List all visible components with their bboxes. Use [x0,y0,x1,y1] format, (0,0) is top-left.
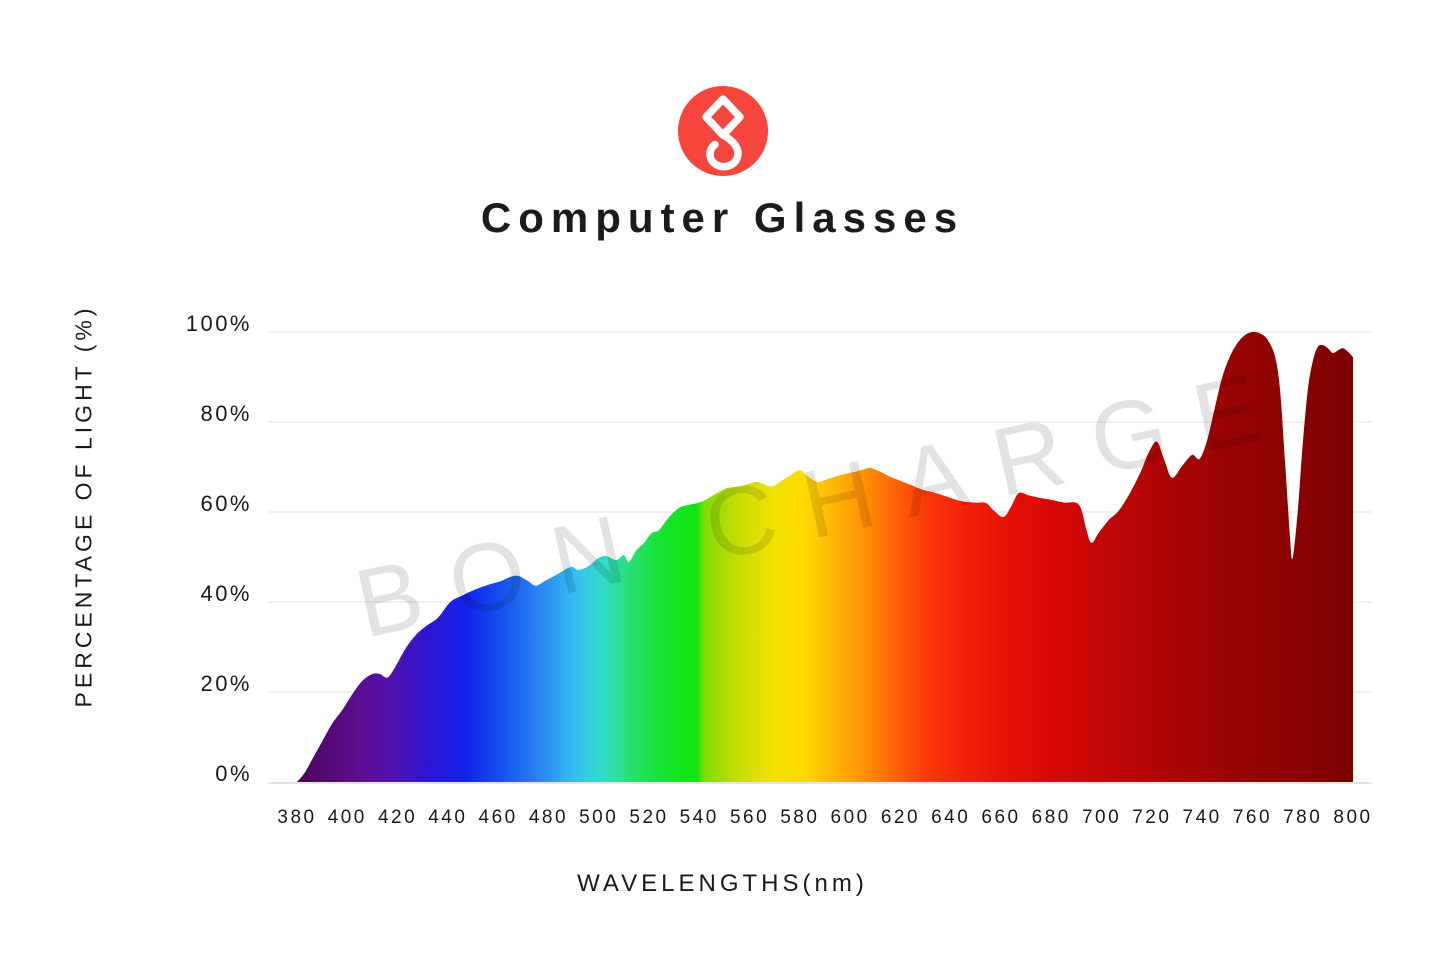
x-tick-label: 400 [327,807,367,828]
x-tick-label: 520 [629,807,669,828]
spectrum-area [297,331,1353,782]
x-tick-label: 540 [679,807,719,828]
x-tick-label: 740 [1182,807,1222,828]
x-tick-label: 440 [428,807,468,828]
page-title: Computer Glasses [480,194,965,241]
y-tick-label: 40% [200,581,252,606]
bon-charge-logo-icon [678,86,768,176]
x-tick-label: 800 [1333,807,1373,828]
x-tick-label: 580 [780,807,820,828]
y-tick-label: 20% [200,671,252,696]
x-tick-label: 720 [1132,807,1172,828]
logo-glyph-icon [702,95,744,171]
x-tick-label: 480 [528,807,569,828]
x-tick-label: 460 [478,807,518,828]
x-tick-label: 760 [1232,807,1273,828]
x-tick-label: 620 [880,807,921,828]
x-tick-label: 560 [729,807,770,828]
x-tick-label: 680 [1031,807,1071,828]
x-tick-label: 600 [830,807,870,828]
x-tick-label: 780 [1283,807,1323,828]
y-tick-label: 100% [185,311,252,336]
y-axis-title: PERCENTAGE OF LIGHT (%) [70,304,97,708]
x-axis-title: WAVELENGTHS(nm) [577,870,868,897]
x-tick-label: 380 [277,807,317,828]
x-tick-label: 420 [377,807,418,828]
y-tick-label: 60% [200,491,252,516]
x-tick-label: 640 [931,807,971,828]
x-tick-label: 700 [1081,807,1122,828]
x-tick-label: 660 [981,807,1021,828]
x-tick-label: 500 [579,807,619,828]
y-tick-label: 80% [200,401,252,426]
y-tick-label: 0% [215,761,252,786]
